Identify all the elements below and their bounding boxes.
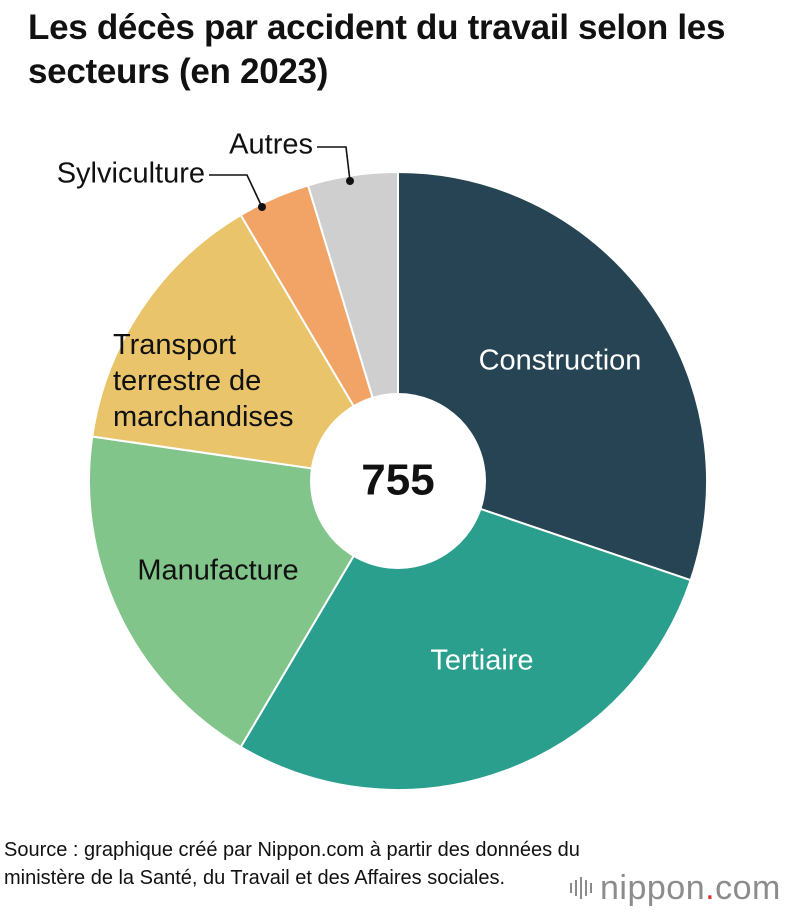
slice-label-transport: Transport terrestre de marchandises: [113, 329, 294, 433]
source-note: Source : graphique créé par Nippon.com à…: [4, 839, 580, 889]
slice-label-sylviculture: Sylviculture: [57, 158, 205, 190]
slice-label-autres: Autres: [229, 129, 313, 161]
total-value: 755: [361, 456, 434, 505]
nippon-logo: nippon.com: [570, 868, 781, 908]
leader-line-sylviculture: [209, 174, 263, 208]
chart-title: Les décès par accident du travail selon …: [28, 8, 726, 91]
slice-label-tertiaire: Tertiaire: [430, 645, 533, 677]
leader-line-autres: [317, 146, 351, 182]
nippon-logo-text: nippon.com: [600, 868, 781, 907]
slice-label-construction: Construction: [479, 345, 642, 377]
slice-label-manufacture: Manufacture: [137, 555, 298, 587]
leader-dot-sylviculture: [258, 203, 266, 211]
nippon-logo-icon: [570, 877, 592, 899]
leader-dot-autres: [346, 177, 354, 185]
slice-transport-terrestre-de-marchandises: [91, 214, 399, 482]
donut-hole: [310, 393, 486, 569]
